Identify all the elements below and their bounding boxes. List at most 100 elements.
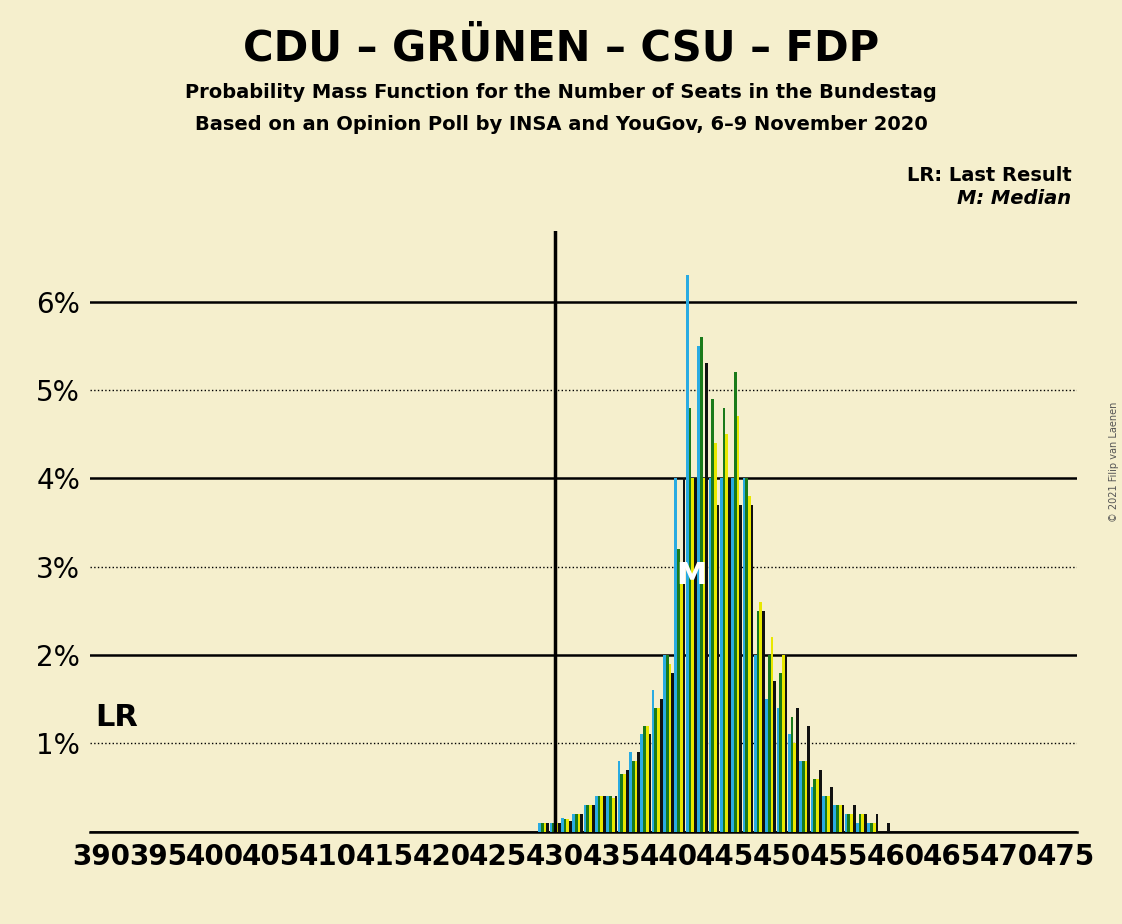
Bar xyxy=(793,743,797,832)
Bar xyxy=(623,774,626,832)
Bar xyxy=(567,820,569,832)
Bar xyxy=(839,805,842,832)
Bar xyxy=(734,372,737,832)
Bar xyxy=(697,346,700,832)
Bar xyxy=(663,655,665,832)
Bar xyxy=(550,822,552,832)
Bar xyxy=(686,275,689,832)
Bar xyxy=(717,505,719,832)
Bar xyxy=(620,774,623,832)
Bar xyxy=(784,655,788,832)
Bar xyxy=(808,725,810,832)
Bar xyxy=(589,805,591,832)
Bar xyxy=(856,822,858,832)
Bar xyxy=(732,479,734,832)
Bar xyxy=(678,549,680,832)
Bar xyxy=(751,505,754,832)
Bar xyxy=(850,814,853,832)
Bar xyxy=(804,761,808,832)
Bar xyxy=(760,602,762,832)
Text: Based on an Opinion Poll by INSA and YouGov, 6–9 November 2020: Based on an Opinion Poll by INSA and You… xyxy=(194,116,928,135)
Bar xyxy=(811,787,813,832)
Bar xyxy=(563,820,567,832)
Bar xyxy=(871,822,873,832)
Bar xyxy=(862,814,864,832)
Bar xyxy=(615,796,617,832)
Bar xyxy=(595,796,598,832)
Bar xyxy=(546,822,549,832)
Bar xyxy=(643,725,646,832)
Bar xyxy=(782,655,784,832)
Bar xyxy=(714,443,717,832)
Bar xyxy=(762,611,765,832)
Bar xyxy=(748,496,751,832)
Bar xyxy=(720,479,723,832)
Bar xyxy=(867,822,871,832)
Bar xyxy=(873,822,875,832)
Bar xyxy=(836,805,839,832)
Bar xyxy=(822,796,825,832)
Bar xyxy=(858,814,862,832)
Bar xyxy=(632,761,635,832)
Bar xyxy=(629,752,632,832)
Bar xyxy=(702,479,706,832)
Bar xyxy=(797,708,799,832)
Bar xyxy=(637,752,640,832)
Bar xyxy=(674,479,678,832)
Bar xyxy=(665,655,669,832)
Bar xyxy=(695,479,697,832)
Bar xyxy=(816,779,819,832)
Bar xyxy=(739,505,742,832)
Bar xyxy=(767,655,771,832)
Bar xyxy=(765,699,767,832)
Text: Probability Mass Function for the Number of Seats in the Bundestag: Probability Mass Function for the Number… xyxy=(185,83,937,103)
Bar xyxy=(609,796,611,832)
Bar xyxy=(611,798,615,832)
Text: CDU – GRÜNEN – CSU – FDP: CDU – GRÜNEN – CSU – FDP xyxy=(242,28,880,69)
Bar xyxy=(682,479,686,832)
Bar xyxy=(561,819,563,832)
Bar xyxy=(646,725,649,832)
Bar xyxy=(572,814,576,832)
Bar xyxy=(728,479,730,832)
Bar xyxy=(700,337,702,832)
Bar xyxy=(604,796,606,832)
Bar xyxy=(671,673,674,832)
Bar xyxy=(875,814,879,832)
Bar xyxy=(886,822,890,832)
Bar xyxy=(606,796,609,832)
Bar xyxy=(555,822,558,832)
Bar xyxy=(618,761,620,832)
Bar xyxy=(635,761,637,832)
Bar xyxy=(754,655,756,832)
Bar xyxy=(539,822,541,832)
Bar xyxy=(825,796,827,832)
Bar xyxy=(657,708,660,832)
Bar xyxy=(791,717,793,832)
Bar xyxy=(576,814,578,832)
Bar xyxy=(708,479,711,832)
Bar xyxy=(689,407,691,832)
Bar xyxy=(580,814,583,832)
Bar xyxy=(626,770,628,832)
Bar xyxy=(813,779,816,832)
Bar xyxy=(660,699,663,832)
Text: M: M xyxy=(677,561,707,590)
Bar xyxy=(569,821,572,832)
Bar xyxy=(799,761,802,832)
Bar xyxy=(830,787,833,832)
Bar xyxy=(743,479,745,832)
Bar xyxy=(654,708,657,832)
Bar xyxy=(773,682,776,832)
Bar xyxy=(680,584,682,832)
Bar xyxy=(842,805,844,832)
Bar xyxy=(552,822,555,832)
Bar xyxy=(827,796,830,832)
Bar xyxy=(558,822,561,832)
Bar xyxy=(641,735,643,832)
Bar xyxy=(834,805,836,832)
Bar xyxy=(583,805,587,832)
Bar xyxy=(847,814,850,832)
Bar xyxy=(652,690,654,832)
Bar xyxy=(723,407,725,832)
